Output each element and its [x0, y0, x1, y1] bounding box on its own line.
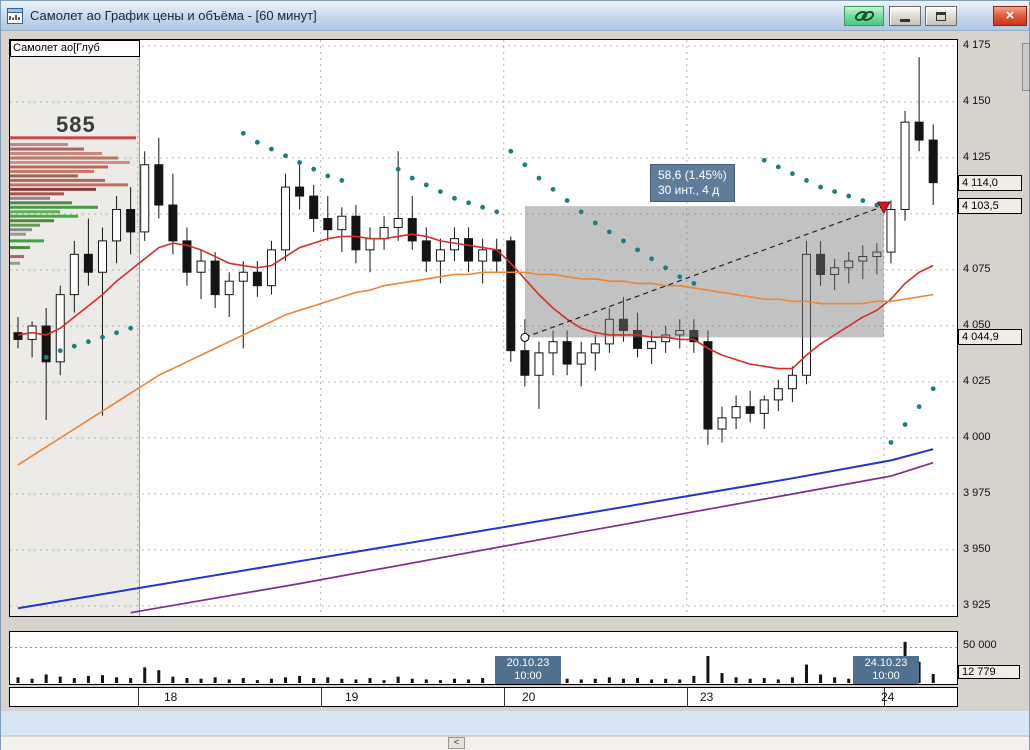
day-separator — [137, 688, 139, 706]
price-tick-label: 4 050 — [963, 319, 991, 331]
horizontal-scrollbar[interactable]: < — [1, 737, 1029, 750]
volume-current-value: 12 779 — [958, 665, 1020, 679]
date-badge-time: 10:00 — [514, 670, 542, 682]
time-axis-label: 18 — [164, 690, 178, 704]
price-tick-label: 3 975 — [963, 487, 991, 499]
volume-axis-label: 50 000 — [963, 639, 997, 651]
price-tick-label: 4 025 — [963, 375, 991, 387]
time-axis[interactable]: 18 19 20 23 24 — [9, 687, 958, 707]
day-separator — [503, 688, 505, 706]
volume-chart-canvas[interactable] — [10, 632, 957, 684]
price-pane[interactable]: Самолет ао[Глуб 585 58,6 (1.45%) 30 инт.… — [9, 39, 958, 617]
volume-pane[interactable]: 20.10.23 10:00 24.10.23 10:00 — [9, 631, 958, 685]
scroll-left-icon: < — [453, 737, 460, 747]
close-button[interactable]: × — [993, 6, 1027, 26]
measure-span-text: 30 инт., 4 д — [658, 183, 720, 197]
time-axis-label: 23 — [700, 690, 714, 704]
time-axis-label: 20 — [522, 690, 536, 704]
day-separator — [320, 688, 322, 706]
date-badge: 24.10.23 10:00 — [853, 656, 919, 684]
maximize-button[interactable] — [925, 6, 957, 26]
day-separator — [686, 688, 688, 706]
price-tick-label: 4 150 — [963, 95, 991, 107]
window-icon — [7, 7, 23, 24]
link-button[interactable] — [844, 6, 884, 26]
minimize-icon — [900, 19, 910, 22]
measure-tooltip: 58,6 (1.45%) 30 инт., 4 д — [650, 164, 735, 202]
time-axis-label: 24 — [881, 690, 895, 704]
volume-profile-value: 585 — [56, 112, 96, 137]
vertical-scrollbar[interactable] — [1022, 43, 1030, 91]
empty-panel — [1, 711, 1029, 735]
date-badge-date: 20.10.23 — [506, 657, 550, 669]
price-axis[interactable]: 4 175 4 150 4 125 4 075 4 050 4 025 4 000 3 975… — [958, 1, 1030, 707]
price-tick-label: 3 925 — [963, 599, 991, 611]
price-tick-label: 4 175 — [963, 39, 991, 51]
time-axis-label: 19 — [345, 690, 359, 704]
title-bar[interactable]: Самолет ао График цены и объёма - [60 ми… — [1, 1, 1029, 31]
price-current-label: 4 103,5 — [958, 198, 1022, 215]
minimize-button[interactable] — [889, 6, 921, 26]
price-tick-label: 4 125 — [963, 151, 991, 163]
price-tick-label: 4 075 — [963, 263, 991, 275]
window-title: Самолет ао График цены и объёма - [60 ми… — [30, 8, 317, 23]
chain-link-icon — [851, 9, 877, 23]
price-tick-label: 4 000 — [963, 431, 991, 443]
date-badge-time: 10:00 — [872, 670, 900, 682]
close-icon: × — [1005, 7, 1015, 24]
date-badge: 20.10.23 10:00 — [495, 656, 561, 684]
price-current-label: 4 044,9 — [958, 329, 1022, 346]
maximize-icon — [936, 11, 946, 21]
day-separator — [883, 688, 885, 706]
price-chart-canvas[interactable] — [10, 40, 957, 616]
instrument-label: Самолет ао[Глуб — [10, 40, 140, 57]
price-current-label: 4 114,0 — [958, 174, 1022, 191]
price-tick-label: 3 950 — [963, 543, 991, 555]
measure-change-text: 58,6 (1.45%) — [658, 168, 727, 182]
date-badge-date: 24.10.23 — [864, 657, 908, 669]
scroll-left-button[interactable]: < — [448, 737, 465, 749]
